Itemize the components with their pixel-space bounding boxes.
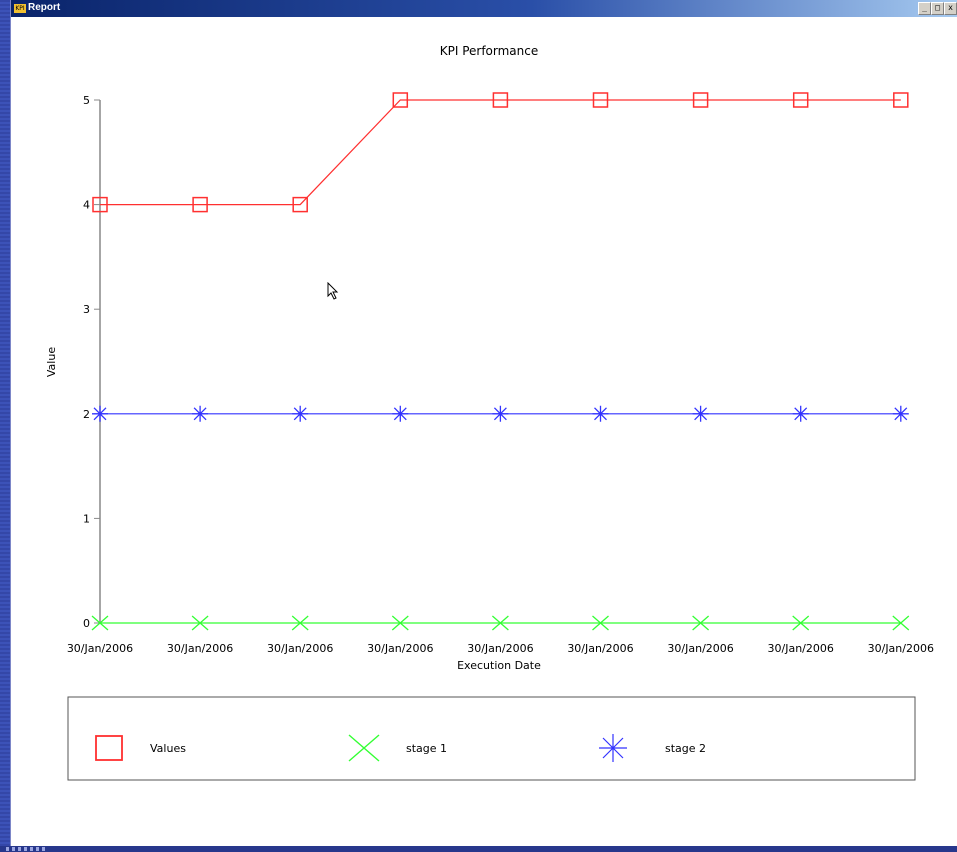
legend-marker [599, 734, 627, 762]
data-point [692, 615, 710, 631]
series-line [100, 99, 901, 206]
y-tick-label: 1 [83, 512, 90, 525]
data-point [592, 615, 609, 631]
title-bar[interactable]: KPI Report _ □ x [11, 0, 957, 17]
y-axis-label: Value [45, 347, 58, 377]
data-point [792, 615, 810, 631]
data-point [492, 405, 509, 422]
data-point [391, 615, 409, 631]
data-point [91, 615, 109, 631]
data-point [392, 92, 409, 108]
x-tick-label: 30/Jan/2006 [868, 642, 934, 655]
data-point [692, 92, 709, 108]
taskbar-dots [6, 847, 46, 851]
mouse-cursor-icon [327, 282, 339, 300]
y-tick-label: 0 [83, 617, 90, 630]
y-tick-label: 4 [83, 199, 90, 212]
report-window: KPI Report _ □ x KPI Performance 0 1 2 3 4 5 Va… [10, 0, 957, 846]
data-point [491, 615, 509, 631]
maximize-button[interactable]: □ [931, 2, 944, 15]
legend-box [67, 696, 916, 781]
data-point [392, 405, 409, 422]
data-point [592, 92, 609, 108]
legend-label: Values [150, 742, 186, 755]
y-tick-label: 2 [83, 408, 90, 421]
x-tick-label: 30/Jan/2006 [667, 642, 733, 655]
legend-label: stage 2 [665, 742, 706, 755]
legend-label: stage 1 [406, 742, 447, 755]
data-point [892, 405, 909, 422]
x-axis-label: Execution Date [457, 659, 541, 672]
taskbar-strip [0, 846, 957, 852]
x-tick-label: 30/Jan/2006 [467, 642, 533, 655]
data-point [492, 92, 509, 108]
minimize-button[interactable]: _ [918, 2, 931, 15]
data-point [692, 405, 709, 422]
x-tick-label: 30/Jan/2006 [567, 642, 633, 655]
chart-title: KPI Performance [440, 44, 539, 58]
data-point [792, 405, 809, 422]
app-icon: KPI [14, 4, 26, 13]
x-tick-label: 30/Jan/2006 [67, 642, 133, 655]
data-point [292, 405, 309, 422]
y-tick-label: 5 [83, 94, 90, 107]
data-point [892, 615, 910, 631]
legend-marker [95, 735, 123, 761]
data-point [792, 92, 809, 108]
x-tick-label: 30/Jan/2006 [167, 642, 233, 655]
data-point [893, 92, 909, 108]
window-title: Report [28, 2, 61, 13]
data-point [291, 615, 309, 631]
data-point [192, 405, 209, 422]
x-tick-label: 30/Jan/2006 [267, 642, 333, 655]
legend-marker [348, 734, 380, 762]
kpi-chart: KPI Performance 0 1 2 3 4 5 Value 30/Jan/2006 30/… [45, 44, 934, 781]
x-tick-label: 30/Jan/2006 [367, 642, 433, 655]
data-point [192, 196, 208, 213]
x-tick-label: 30/Jan/2006 [768, 642, 834, 655]
data-point [92, 405, 108, 422]
data-point [592, 405, 609, 422]
y-tick-label: 3 [83, 303, 90, 316]
data-point [292, 196, 308, 213]
data-point [191, 615, 209, 631]
data-point [92, 196, 108, 213]
